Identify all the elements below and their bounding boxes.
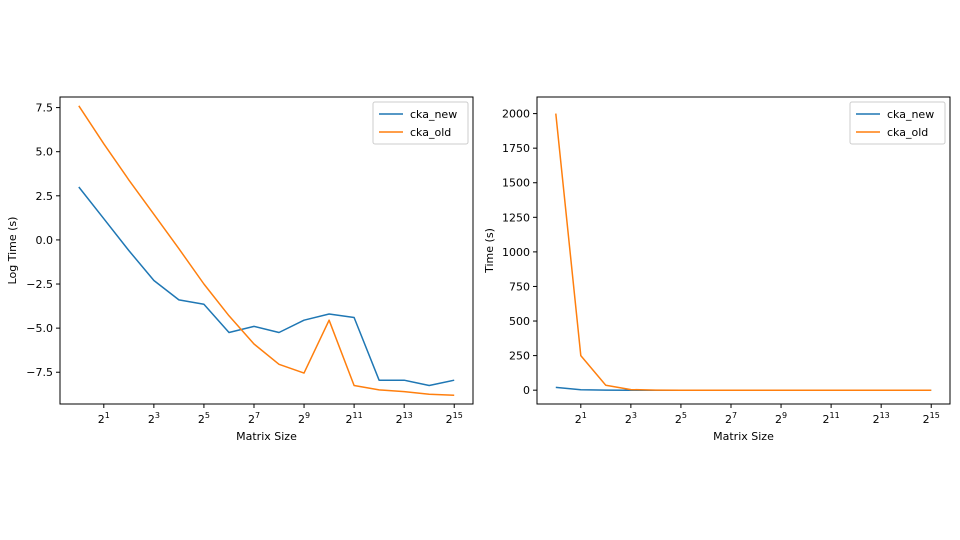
x-tick-label: 211 bbox=[823, 411, 840, 426]
x-tick-exponent: 13 bbox=[403, 411, 413, 420]
x-tick-exponent: 13 bbox=[880, 411, 890, 420]
y-tick-label: 500 bbox=[509, 315, 530, 328]
y-tick-label: 2.5 bbox=[36, 190, 54, 203]
legend-label: cka_new bbox=[410, 108, 457, 121]
x-tick-label: 213 bbox=[396, 411, 413, 426]
y-tick-label: 750 bbox=[509, 280, 530, 293]
x-tick-label: 27 bbox=[248, 411, 260, 426]
legend-label: cka_new bbox=[887, 108, 934, 121]
x-tick-label: 211 bbox=[346, 411, 363, 426]
x-tick-base: 2 bbox=[446, 413, 453, 426]
x-tick-exponent: 3 bbox=[155, 411, 160, 420]
x-tick-exponent: 7 bbox=[732, 411, 737, 420]
x-tick-base: 2 bbox=[725, 413, 732, 426]
x-axis-label: Matrix Size bbox=[713, 430, 774, 443]
x-tick-exponent: 9 bbox=[305, 411, 310, 420]
x-tick-base: 2 bbox=[298, 413, 305, 426]
x-tick-label: 25 bbox=[675, 411, 687, 426]
x-tick-label: 25 bbox=[198, 411, 210, 426]
x-tick-label: 23 bbox=[625, 411, 637, 426]
x-tick-exponent: 11 bbox=[830, 411, 840, 420]
x-tick-exponent: 15 bbox=[453, 411, 463, 420]
y-tick-label: 0.0 bbox=[36, 234, 54, 247]
y-tick-label: −7.5 bbox=[26, 366, 53, 379]
legend-label: cka_old bbox=[410, 126, 451, 139]
x-tick-base: 2 bbox=[625, 413, 632, 426]
x-tick-label: 213 bbox=[873, 411, 890, 426]
x-tick-label: 215 bbox=[446, 411, 463, 426]
x-tick-base: 2 bbox=[198, 413, 205, 426]
x-tick-exponent: 5 bbox=[205, 411, 210, 420]
x-tick-base: 2 bbox=[675, 413, 682, 426]
x-tick-base: 2 bbox=[873, 413, 880, 426]
plot-frame bbox=[536, 96, 951, 405]
x-tick-base: 2 bbox=[823, 413, 830, 426]
y-tick-label: 7.5 bbox=[36, 102, 54, 115]
series-line-cka-old bbox=[78, 105, 455, 396]
legend-box bbox=[372, 101, 469, 145]
x-tick-exponent: 1 bbox=[105, 411, 110, 420]
plot-frame bbox=[59, 96, 474, 405]
x-tick-exponent: 15 bbox=[930, 411, 940, 420]
y-tick-label: 0 bbox=[523, 384, 530, 397]
x-tick-label: 21 bbox=[575, 411, 587, 426]
x-tick-exponent: 11 bbox=[353, 411, 363, 420]
series-line-cka-old bbox=[555, 113, 932, 391]
chart-1: 21 23 25 27 29 211 213 215−7.5−5.0−2.50.02.55.0… bbox=[6, 96, 474, 443]
x-tick-base: 2 bbox=[148, 413, 155, 426]
x-tick-exponent: 3 bbox=[632, 411, 637, 420]
y-tick-label: 1250 bbox=[502, 211, 530, 224]
x-tick-label: 27 bbox=[725, 411, 737, 426]
y-tick-label: 1500 bbox=[502, 177, 530, 190]
x-tick-exponent: 1 bbox=[582, 411, 587, 420]
y-tick-label: 1750 bbox=[502, 142, 530, 155]
y-tick-label: 250 bbox=[509, 350, 530, 363]
x-tick-exponent: 5 bbox=[682, 411, 687, 420]
x-tick-label: 29 bbox=[298, 411, 310, 426]
x-tick-label: 21 bbox=[98, 411, 110, 426]
chart-2: 21 23 25 27 29 211 213 215025050075010001250150… bbox=[483, 96, 951, 443]
x-tick-exponent: 9 bbox=[782, 411, 787, 420]
legend-box bbox=[849, 101, 946, 145]
y-tick-label: 5.0 bbox=[36, 146, 54, 159]
y-tick-label: 1000 bbox=[502, 246, 530, 259]
y-tick-label: −2.5 bbox=[26, 278, 53, 291]
series-line-cka-new bbox=[78, 186, 455, 387]
x-tick-base: 2 bbox=[396, 413, 403, 426]
x-tick-base: 2 bbox=[575, 413, 582, 426]
y-axis-label: Time (s) bbox=[483, 228, 496, 274]
x-axis-label: Matrix Size bbox=[236, 430, 297, 443]
y-axis-label: Log Time (s) bbox=[6, 217, 19, 285]
x-tick-base: 2 bbox=[346, 413, 353, 426]
x-tick-base: 2 bbox=[923, 413, 930, 426]
y-tick-label: 2000 bbox=[502, 108, 530, 121]
x-tick-base: 2 bbox=[98, 413, 105, 426]
x-tick-label: 29 bbox=[775, 411, 787, 426]
x-tick-base: 2 bbox=[775, 413, 782, 426]
x-tick-label: 23 bbox=[148, 411, 160, 426]
x-tick-exponent: 7 bbox=[255, 411, 260, 420]
x-tick-label: 215 bbox=[923, 411, 940, 426]
legend-label: cka_old bbox=[887, 126, 928, 139]
x-tick-base: 2 bbox=[248, 413, 255, 426]
y-tick-label: −5.0 bbox=[26, 322, 53, 335]
